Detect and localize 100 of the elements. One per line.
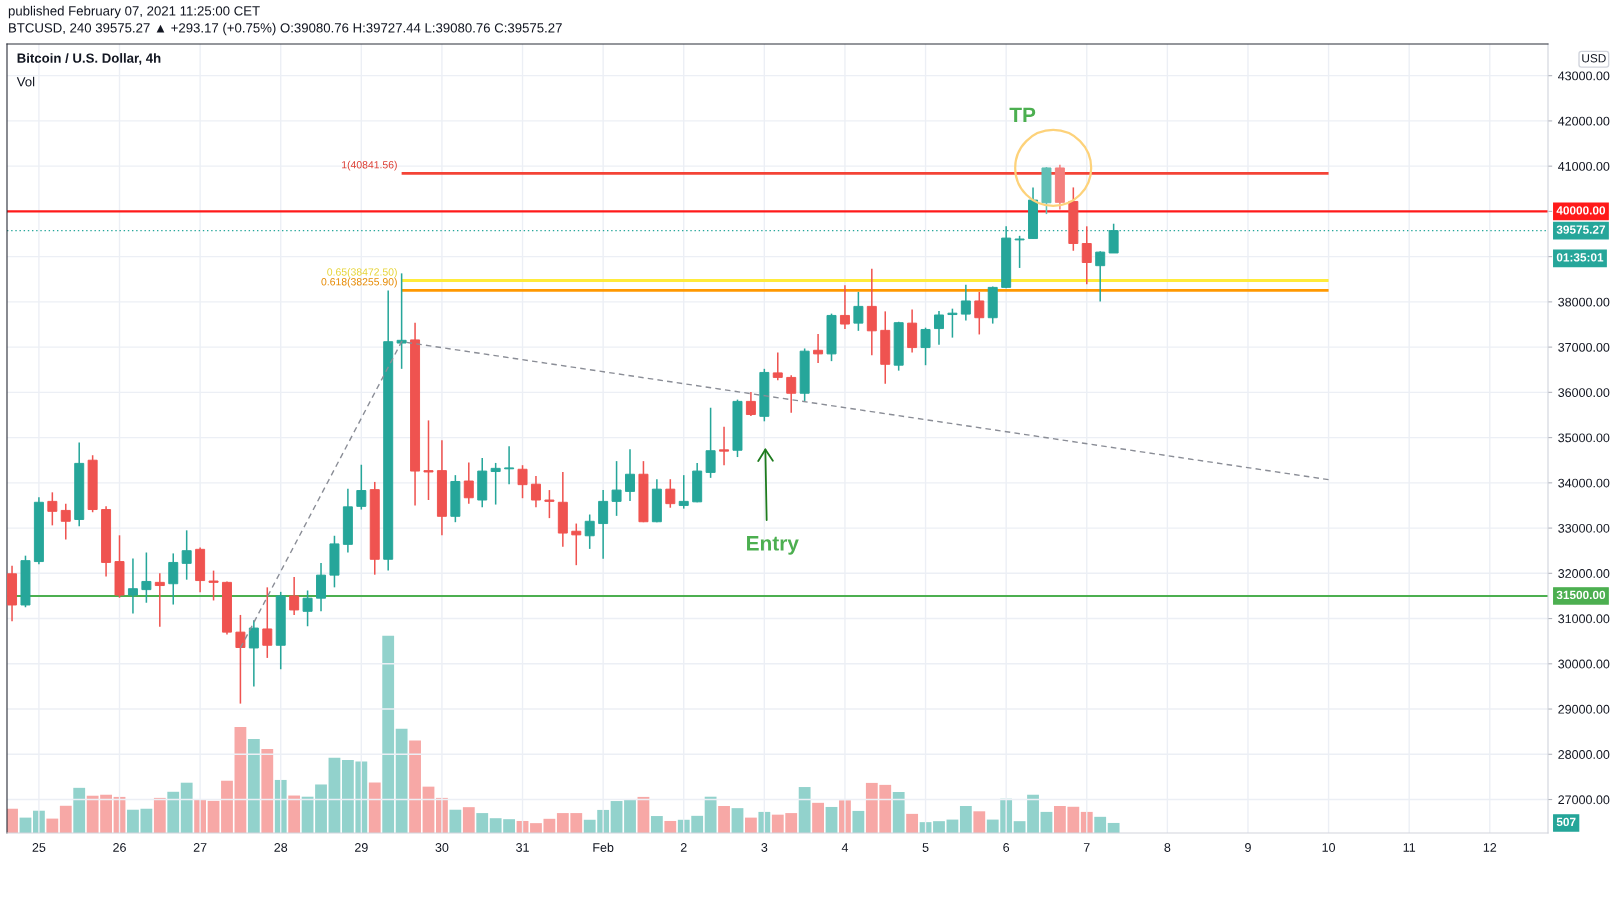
x-tick-label: 12 xyxy=(1483,843,1497,852)
y-tick-label: 27000.00 xyxy=(1558,795,1610,805)
candlestick xyxy=(544,489,555,519)
bar xyxy=(933,821,945,833)
ref-line-label: 40000.00 xyxy=(1556,206,1606,215)
bar xyxy=(704,796,717,833)
candlestick xyxy=(490,462,501,506)
candlestick xyxy=(571,522,582,566)
x-tick-label: Feb xyxy=(593,842,614,852)
bar xyxy=(798,787,811,833)
bar xyxy=(973,811,986,833)
text: Bitcoin / U.S. Dollar, 4h xyxy=(17,53,161,65)
bar xyxy=(664,820,677,833)
candlestick xyxy=(598,489,609,560)
candlestick xyxy=(356,463,367,511)
bar xyxy=(959,805,972,833)
x-tick-label: 29 xyxy=(355,843,368,852)
y-tick-label: 30000.00 xyxy=(1558,659,1610,669)
candlestick xyxy=(316,562,327,613)
candlestick xyxy=(665,478,676,509)
y-tick-label: 29000.00 xyxy=(1558,704,1610,714)
candlestick xyxy=(530,475,541,509)
candlestick xyxy=(208,569,219,602)
x-tick-label: 3 xyxy=(761,843,768,852)
candlestick xyxy=(517,464,528,499)
candlestick xyxy=(248,619,259,688)
candlestick xyxy=(396,272,407,370)
y-tick-label: 32000.00 xyxy=(1558,569,1610,578)
text: published February 07, 2021 11:25:00 CET xyxy=(8,5,260,19)
bar xyxy=(153,797,166,833)
candlestick xyxy=(141,551,152,604)
x-tick-label: 27 xyxy=(193,843,207,852)
bar xyxy=(624,799,636,833)
bar xyxy=(221,780,233,833)
bar xyxy=(59,805,72,833)
candlestick xyxy=(705,406,716,479)
bar xyxy=(328,757,341,833)
bar xyxy=(46,818,59,833)
x-tick-label: 5 xyxy=(922,843,929,852)
bar xyxy=(745,817,757,833)
bar xyxy=(409,740,421,833)
x-tick-label: 28 xyxy=(274,843,288,852)
bar xyxy=(315,784,327,833)
candlestick xyxy=(262,586,273,659)
x-tick-label: 8 xyxy=(1164,843,1171,852)
candlestick xyxy=(302,589,313,628)
bar xyxy=(288,795,301,833)
candlestick xyxy=(289,576,300,616)
candlestick xyxy=(1014,235,1025,269)
x-tick-label: 6 xyxy=(1003,843,1010,852)
candlestick xyxy=(168,552,179,606)
bar xyxy=(73,787,86,833)
chart-title: Vol xyxy=(16,76,35,87)
bar xyxy=(852,810,865,833)
series-label: 0.618(38255.90) xyxy=(321,277,397,288)
x-tick-label: 30 xyxy=(435,843,449,852)
series-label: 1(40841.56) xyxy=(342,160,397,171)
x-tick-label: 26 xyxy=(113,843,126,852)
bar xyxy=(368,782,381,833)
candlestick xyxy=(772,351,783,381)
candlestick xyxy=(974,291,985,336)
candlestick xyxy=(745,391,756,417)
bar xyxy=(247,738,260,833)
series-label: 0.65(38472.50) xyxy=(327,268,397,278)
bar xyxy=(382,635,395,833)
candlestick xyxy=(60,502,71,541)
bar xyxy=(167,791,180,833)
candlestick xyxy=(504,445,515,485)
candlestick xyxy=(625,448,635,502)
text: 01:35:01 xyxy=(1556,253,1604,262)
y-tick-label: 37000.00 xyxy=(1558,342,1610,352)
bar xyxy=(731,808,744,833)
candlestick xyxy=(920,326,931,366)
bar xyxy=(462,807,475,833)
bar xyxy=(1107,822,1120,833)
candlestick xyxy=(127,557,138,615)
y-tick-label: 36000.00 xyxy=(1558,388,1610,398)
candlestick xyxy=(1095,250,1106,303)
ref-line-label: 31500.00 xyxy=(1556,590,1606,600)
y-tick-label: 42000.00 xyxy=(1558,116,1610,126)
y-tick-label: 31000.00 xyxy=(1558,614,1610,624)
bar xyxy=(892,791,905,833)
candlestick xyxy=(235,614,246,705)
annotation: TP xyxy=(1009,107,1036,122)
candlestick xyxy=(934,310,944,346)
text: BTCUSD, 240 39575.27 ▲ +293.17 (+0.75%) O:39080.76 H:39727.44 L:39080.76 C:39575.27 xyxy=(9,22,562,36)
ref-line-label: 39575.27 xyxy=(1556,225,1606,234)
candlestick xyxy=(181,529,192,581)
y-tick-label: 34000.00 xyxy=(1558,478,1610,488)
candlestick xyxy=(853,291,864,332)
bar xyxy=(812,802,824,833)
y-tick-label: 35000.00 xyxy=(1558,433,1610,443)
x-tick-label: 7 xyxy=(1083,843,1090,852)
x-tick-label: 9 xyxy=(1245,843,1251,852)
y-tick-label: 38000.00 xyxy=(1558,297,1610,307)
bar xyxy=(180,782,193,833)
candlestick xyxy=(584,513,595,550)
candlestick xyxy=(463,461,474,505)
candlestick xyxy=(960,283,971,322)
bar xyxy=(207,800,220,833)
